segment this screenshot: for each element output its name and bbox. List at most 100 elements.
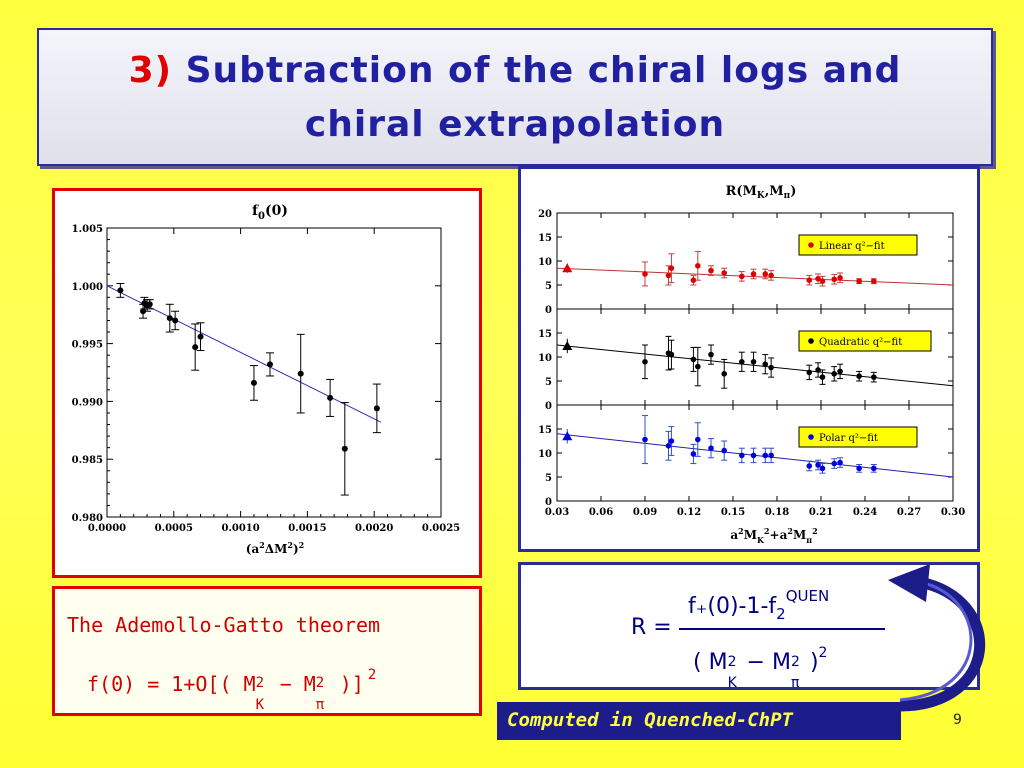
f0-data-point: [373, 405, 380, 412]
r-data-point: [721, 270, 727, 276]
f0-data-point: [197, 333, 204, 340]
r-data-point: [856, 465, 862, 472]
r-data-point: [708, 351, 714, 358]
r-data-point: [762, 452, 769, 459]
r-legend-label: Quadratic q²−fit: [819, 337, 902, 348]
theorem-heading: The Ademollo-Gatto theorem: [67, 613, 381, 637]
title-text-1: Subtraction of the chiral logs and: [185, 50, 902, 91]
r-x-tick-label: 0.18: [765, 507, 789, 518]
f0-data-point: [146, 301, 153, 308]
r-data-point: [762, 271, 769, 277]
r-y-tick-label: 15: [538, 233, 552, 244]
r-data-point: [750, 452, 757, 459]
r-data-point: [739, 273, 745, 280]
r-data-point: [721, 447, 727, 454]
r-data-point: [739, 452, 745, 459]
f0-y-tick-label: 0.995: [72, 340, 103, 351]
r-panel-frame: [556, 308, 954, 406]
f0-data-point: [250, 379, 257, 386]
r-data-point: [690, 277, 697, 283]
r-data-point: [831, 371, 837, 377]
r-y-tick-label: 5: [545, 377, 552, 388]
r-data-point: [815, 462, 821, 468]
r-data-point: [762, 361, 769, 367]
r-data-point: [819, 374, 826, 380]
f0-data-point: [266, 361, 273, 368]
r-data-point: [837, 275, 843, 281]
r-legend-box: [798, 426, 918, 448]
r-triangle-point: [562, 431, 573, 441]
f0-x-tick-label: 0.0010: [221, 523, 259, 534]
slide-title: 3) Subtraction of the chiral logs and ch…: [37, 28, 993, 166]
r-data-point: [871, 278, 877, 284]
r-data-point: [668, 438, 675, 444]
title-line-1: 3) Subtraction of the chiral logs and: [39, 44, 991, 98]
r-legend-label: Polar q²−fit: [819, 433, 878, 444]
f0-y-tick-label: 1.000: [72, 282, 103, 293]
theorem-panel: The Ademollo-Gatto theorem f(0) = 1+O[( …: [52, 586, 482, 716]
f0-x-axis-label: (a2ΔM2)2: [246, 540, 304, 556]
r-data-point: [739, 359, 745, 365]
f0-x-tick-label: 0.0005: [155, 523, 193, 534]
r-x-tick-label: 0.06: [589, 507, 613, 518]
r-legend-label: Linear q²−fit: [819, 241, 885, 252]
r-y-tick-label: 10: [538, 353, 552, 364]
r-data-point: [837, 459, 843, 466]
r-data-point: [831, 460, 837, 467]
page-number: 9: [953, 712, 962, 728]
r-chart-title: R(MK,Mπ): [726, 184, 797, 201]
r-triangle-point: [562, 340, 573, 350]
f0-data-point: [192, 344, 199, 351]
f0-chart-panel: f0(0) 0.0000 0.0005 0.0010 0.0015 0.0020 0.00…: [52, 188, 482, 578]
r-data-point: [690, 451, 697, 457]
r-panel-frame: [556, 404, 954, 502]
r-x-tick-label: 0.24: [853, 507, 877, 518]
f0-x-tick-label: 0.0020: [355, 523, 393, 534]
r-data-point: [665, 443, 672, 449]
r-y-tick-label: 15: [538, 425, 552, 436]
r-data-point: [837, 368, 843, 375]
r-data-point: [806, 369, 813, 376]
r-x-tick-label: 0.03: [545, 507, 569, 518]
r-data-point: [665, 272, 672, 279]
r-fit-line: [556, 344, 954, 387]
r-fit-line: [556, 267, 954, 286]
r-data-point: [695, 436, 701, 443]
r-y-tick-label: 10: [538, 257, 552, 268]
r-data-point: [768, 364, 774, 371]
f0-data-point: [140, 308, 147, 315]
f0-x-tick-label: 0.0015: [288, 523, 326, 534]
r-data-point: [815, 275, 821, 282]
title-line-2: chiral extrapolation: [304, 104, 726, 145]
r-legend-marker: [808, 338, 814, 344]
r-y-tick-label: 20: [538, 209, 552, 220]
r-data-point: [642, 271, 648, 277]
ratio-numerator: f₊(0)-1-f2QUEN: [688, 587, 830, 623]
r-data-point: [806, 463, 813, 469]
r-data-point: [750, 271, 757, 277]
r-data-point: [695, 363, 701, 370]
r-x-axis-label: a2MK2+a2Mπ2: [730, 526, 817, 545]
r-data-point: [721, 371, 727, 377]
f0-y-tick-label: 0.985: [72, 455, 103, 466]
r-data-point: [750, 359, 757, 365]
r-chart: R(MK,Mπ) 0 5 10 15 20 Linear q²−fit 0 5 10 15 Quad…: [538, 184, 965, 545]
r-y-tick-label: 0: [545, 497, 552, 508]
f0-data-point: [341, 445, 348, 452]
r-data-point: [708, 445, 714, 452]
r-data-point: [856, 278, 862, 284]
r-x-tick-label: 0.30: [941, 507, 965, 518]
f0-y-tick-label: 1.005: [72, 224, 103, 235]
r-x-tick-label: 0.27: [897, 507, 921, 518]
r-data-point: [819, 278, 826, 284]
r-panel-frame: [556, 212, 954, 310]
r-data-point: [871, 465, 877, 472]
r-legend-box: [798, 234, 918, 256]
f0-chart: f0(0) 0.0000 0.0005 0.0010 0.0015 0.0020 0.00…: [72, 203, 461, 556]
r-y-tick-label: 15: [538, 329, 552, 340]
f0-plot-frame: [106, 227, 442, 518]
f0-data-point: [172, 317, 179, 324]
r-data-point: [690, 356, 697, 363]
r-data-point: [819, 465, 826, 472]
